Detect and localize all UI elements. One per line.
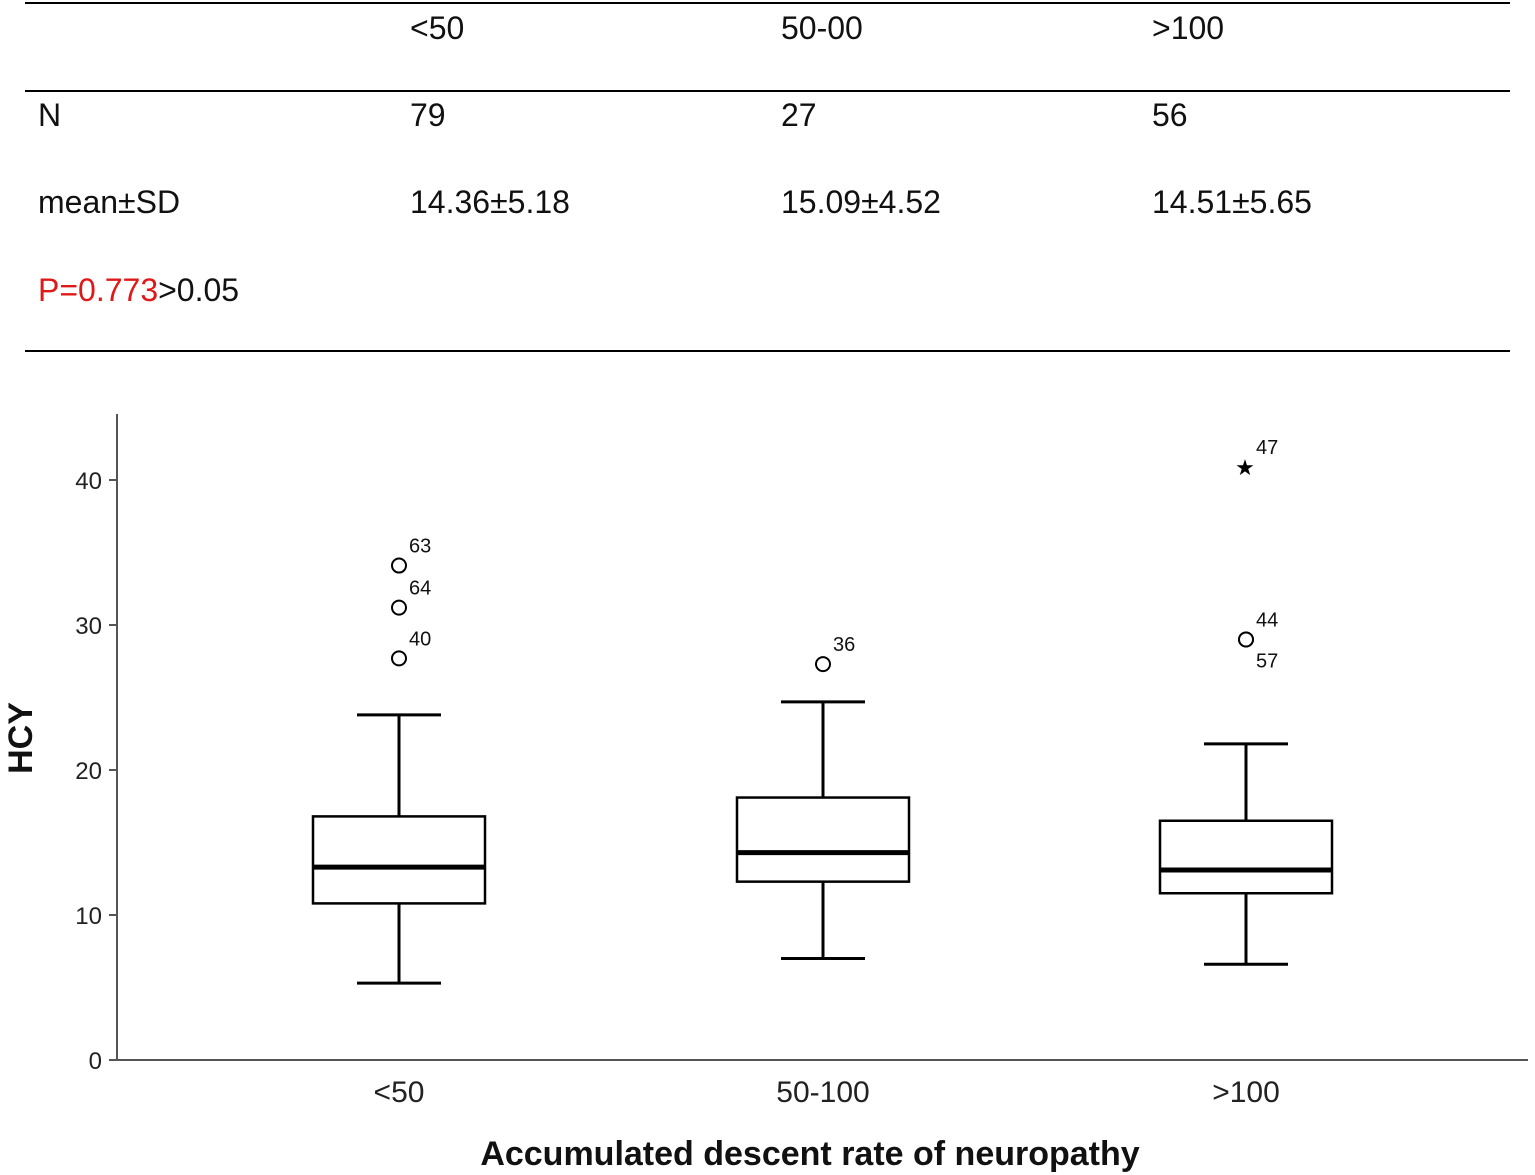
outlier-id-label: 63 bbox=[409, 536, 431, 558]
box-1: 63 64 40 bbox=[311, 536, 487, 985]
y-axis-label: HCY bbox=[2, 702, 40, 774]
outlier-id-label: 64 bbox=[409, 578, 431, 600]
box-iqr bbox=[311, 815, 487, 905]
table-cell: 27 bbox=[781, 97, 817, 133]
table-header-cell: <50 bbox=[410, 10, 465, 46]
outlier-id-label: 47 bbox=[1256, 437, 1278, 459]
outlier-star-marker: ★ bbox=[1235, 455, 1255, 480]
p-value-significant-part: P=0.773 bbox=[38, 272, 159, 308]
table-cell: 56 bbox=[1152, 97, 1188, 133]
table-header-cell: >100 bbox=[1152, 10, 1225, 46]
p-value-threshold-part: >0.05 bbox=[158, 272, 240, 308]
table-header-rule bbox=[25, 90, 1510, 92]
table-row-label: N bbox=[38, 97, 62, 133]
box-iqr bbox=[1158, 819, 1334, 895]
box-iqr bbox=[735, 796, 911, 883]
y-tick-label: 40 bbox=[75, 468, 102, 495]
outlier-id-label: 40 bbox=[409, 628, 431, 650]
table-header-cell: 50-00 bbox=[781, 10, 863, 46]
table-cell: 15.09±4.52 bbox=[781, 184, 941, 220]
outlier-circle-marker bbox=[1238, 631, 1254, 648]
table-bottom-rule bbox=[25, 350, 1510, 352]
box-2: 36 bbox=[735, 634, 911, 960]
y-tick-label: 30 bbox=[75, 613, 102, 640]
table-cell: 14.51±5.65 bbox=[1152, 184, 1312, 220]
table-cell: 14.36±5.18 bbox=[410, 184, 570, 220]
outlier-circle-marker bbox=[815, 656, 831, 673]
box-3: ★47 44 57 bbox=[1158, 437, 1334, 966]
table-top-rule bbox=[25, 2, 1510, 4]
table-cell: 79 bbox=[410, 97, 446, 133]
x-tick-label: >100 bbox=[1212, 1076, 1280, 1109]
x-axis-label: Accumulated descent rate of neuropathy bbox=[480, 1135, 1139, 1173]
outlier-id-label: 57 bbox=[1256, 651, 1278, 673]
y-tick-label: 0 bbox=[89, 1048, 102, 1075]
x-tick-label: <50 bbox=[374, 1076, 425, 1109]
p-value-text: P=0.773>0.05 bbox=[38, 272, 239, 308]
x-tick-label: 50-100 bbox=[776, 1076, 869, 1109]
outlier-circle-marker bbox=[391, 650, 407, 667]
outlier-id-label: 44 bbox=[1256, 610, 1278, 632]
outlier-circle-marker bbox=[391, 557, 407, 574]
table-row-label: mean±SD bbox=[38, 184, 181, 220]
y-tick-label: 20 bbox=[75, 758, 102, 785]
outlier-circle-marker bbox=[391, 599, 407, 616]
outlier-id-label: 36 bbox=[833, 634, 855, 656]
y-tick-label: 10 bbox=[75, 903, 102, 930]
